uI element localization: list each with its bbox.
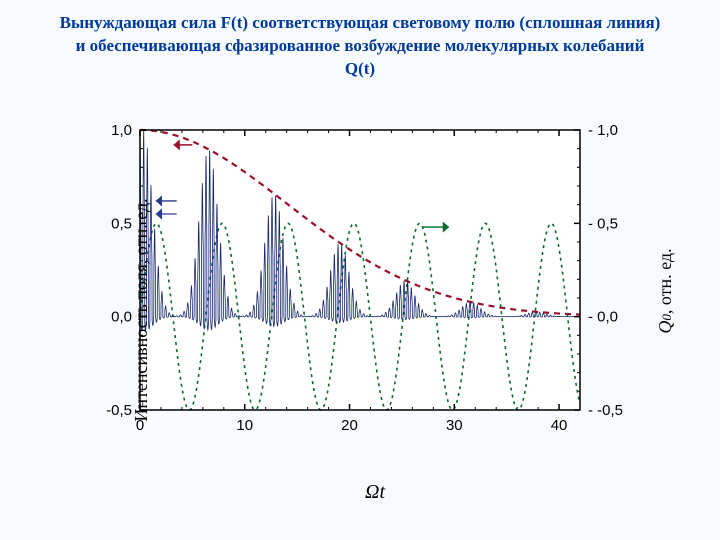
chart-container: Интенсивность поля, отн. ед. Q0, отн. ед…	[90, 120, 660, 500]
y-axis-label-right: Q0, отн. ед.	[655, 248, 676, 333]
title-line-1: Вынуждающая сила F(t) соответствующая св…	[60, 13, 661, 32]
svg-text:1,0: 1,0	[111, 122, 132, 139]
y-right-tail: , отн. ед.	[655, 248, 675, 314]
svg-text:- 0,5: - 0,5	[588, 215, 618, 232]
title-line-2: и обеспечивающая сфазированное возбужден…	[76, 36, 645, 55]
svg-text:30: 30	[446, 417, 463, 434]
y-right-main: Q	[655, 321, 675, 334]
svg-text:0,0: 0,0	[111, 309, 132, 326]
title-line-3: Q(t)	[345, 59, 375, 78]
svg-text:40: 40	[551, 417, 568, 434]
page-root: Вынуждающая сила F(t) соответствующая св…	[0, 0, 720, 540]
y-axis-label-left: Интенсивность поля, отн. ед.	[131, 198, 152, 421]
svg-text:- 0,0: - 0,0	[588, 309, 618, 326]
svg-text:-0,5: -0,5	[106, 402, 132, 419]
svg-text:0,5: 0,5	[111, 215, 132, 232]
svg-text:- -0,5: - -0,5	[588, 402, 623, 419]
chart-svg: 010203040-0,50,00,51,0- -0,5- 0,0- 0,5- …	[90, 120, 630, 460]
y-right-sub: 0	[659, 314, 674, 321]
svg-text:10: 10	[236, 417, 253, 434]
page-title: Вынуждающая сила F(t) соответствующая св…	[0, 0, 720, 81]
svg-text:20: 20	[341, 417, 358, 434]
x-axis-label: Ωt	[365, 481, 385, 504]
svg-text:- 1,0: - 1,0	[588, 122, 618, 139]
